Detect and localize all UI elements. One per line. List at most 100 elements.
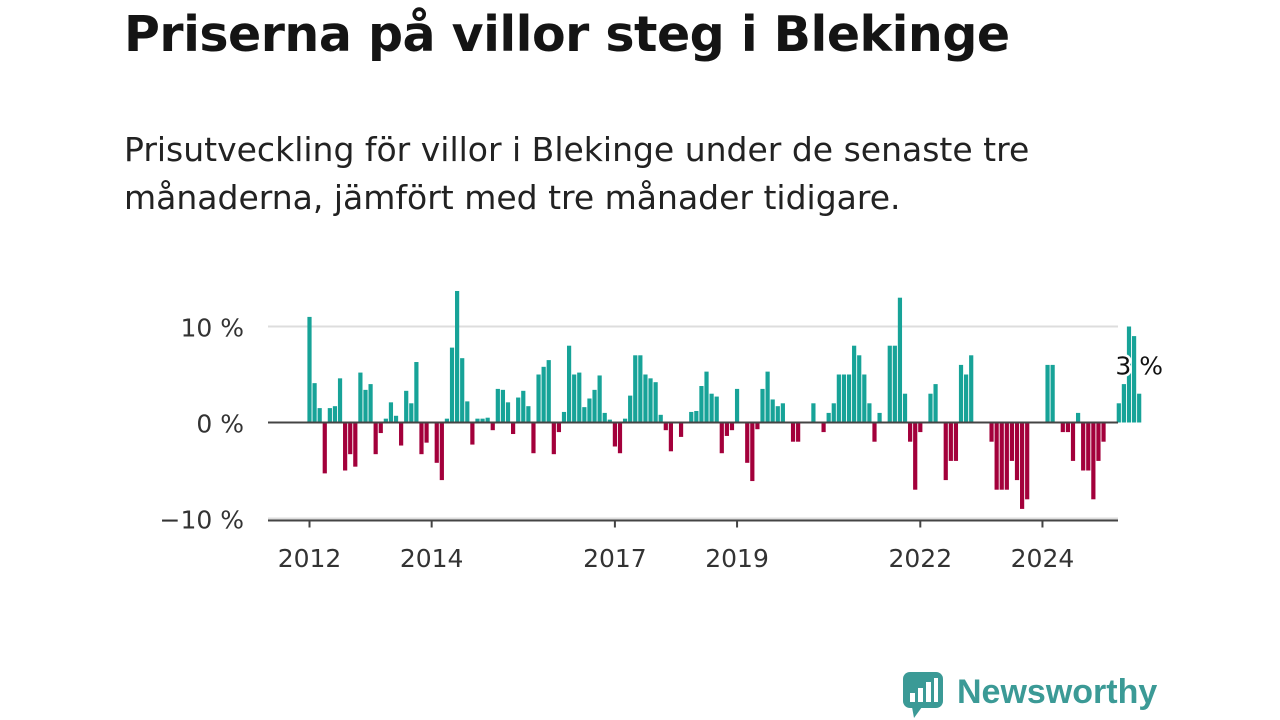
bar-positive	[455, 290, 460, 423]
bar-positive	[541, 366, 546, 423]
x-tick-label: 2014	[400, 544, 464, 573]
bar-positive	[587, 398, 592, 423]
bar-positive	[760, 388, 765, 423]
bar-positive	[892, 345, 897, 423]
bar-positive	[307, 316, 312, 423]
bar-positive	[867, 403, 872, 423]
bar-negative	[943, 422, 948, 481]
bar-positive	[831, 403, 836, 423]
bar-negative	[1020, 422, 1025, 509]
bar-negative	[419, 422, 424, 455]
bar-positive	[770, 399, 775, 423]
bar-positive	[694, 410, 699, 423]
bar-negative	[551, 422, 556, 455]
last-value-annotation: 3 %	[1115, 352, 1163, 381]
chart-subtitle: Prisutveckling för villor i Blekinge und…	[124, 130, 1030, 217]
bar-positive	[317, 408, 322, 423]
bar-positive	[363, 389, 368, 423]
bar-positive	[862, 374, 867, 423]
bar-positive	[933, 384, 938, 423]
bar-positive	[1075, 412, 1081, 423]
x-tick-label: 2022	[888, 544, 952, 573]
y-tick-label: 10 %	[180, 314, 244, 343]
bar-positive	[480, 418, 485, 423]
bar-negative	[913, 422, 918, 490]
bar-positive	[709, 393, 714, 423]
bar-positive	[332, 406, 338, 423]
bar-positive	[495, 388, 500, 423]
bar-positive	[699, 386, 704, 423]
bar-negative	[872, 422, 877, 442]
x-tick-label: 2019	[705, 544, 769, 573]
bar-positive	[582, 407, 587, 423]
bar-positive	[572, 374, 577, 423]
bar-negative	[745, 422, 750, 463]
bar-positive	[500, 389, 506, 423]
bar-positive	[775, 406, 780, 423]
bar-positive	[887, 345, 892, 423]
bar-negative	[556, 422, 562, 433]
bar-positive	[1121, 384, 1126, 423]
bar-positive	[607, 419, 612, 423]
bar-negative	[612, 422, 617, 447]
bar-positive	[368, 384, 373, 423]
bar-positive	[841, 374, 847, 423]
bar-positive	[689, 411, 694, 423]
bar-positive	[638, 355, 643, 423]
bar-negative	[750, 422, 755, 482]
bar-positive	[826, 412, 831, 423]
bar-positive	[704, 371, 709, 423]
bar-negative	[729, 422, 735, 431]
bar-positive	[836, 374, 841, 423]
bar-negative	[1101, 422, 1106, 442]
bar-positive	[546, 360, 551, 423]
bar-positive	[857, 355, 862, 423]
bar-negative	[999, 422, 1004, 490]
bar-positive	[897, 297, 903, 423]
bar-negative	[424, 422, 429, 443]
bar-negative	[796, 422, 801, 442]
bar-negative	[719, 422, 724, 454]
x-tick-label: 2012	[278, 544, 342, 573]
bar-negative	[1086, 422, 1091, 471]
bar-positive	[852, 345, 857, 423]
bar-positive	[566, 345, 572, 423]
bar-positive	[485, 417, 490, 423]
bar-positive	[958, 364, 964, 423]
bar-negative	[953, 422, 959, 461]
bar-positive	[928, 393, 933, 423]
bar-positive	[811, 403, 816, 423]
y-tick-label: −10 %	[160, 506, 244, 535]
bar-negative	[1060, 422, 1065, 433]
bar-positive	[1131, 336, 1137, 423]
bar-positive	[536, 374, 541, 423]
bar-positive	[597, 375, 602, 423]
bar-negative	[348, 422, 353, 455]
bar-negative	[343, 422, 348, 471]
bar-negative	[918, 422, 923, 433]
y-tick-label: 0 %	[196, 410, 244, 439]
bar-negative	[663, 422, 668, 431]
bar-positive	[969, 355, 974, 423]
bar-positive	[312, 383, 317, 423]
bar-positive	[643, 374, 648, 423]
x-tick-label: 2024	[1011, 544, 1075, 573]
bar-negative	[373, 422, 378, 455]
bar-positive	[653, 382, 658, 423]
bar-positive	[964, 374, 969, 423]
bar-negative	[378, 422, 383, 434]
bar-negative	[1081, 422, 1086, 471]
bar-positive	[521, 390, 526, 423]
bar-negative	[439, 422, 444, 481]
bar-negative	[994, 422, 999, 490]
bar-positive	[475, 418, 480, 423]
bar-positive	[388, 402, 394, 423]
bar-negative	[790, 422, 796, 442]
bar-positive	[648, 378, 653, 423]
bar-positive	[1045, 364, 1050, 423]
bar-negative	[511, 422, 516, 435]
bar-positive	[414, 362, 419, 423]
bar-positive	[714, 396, 719, 423]
bar-negative	[1014, 422, 1020, 481]
